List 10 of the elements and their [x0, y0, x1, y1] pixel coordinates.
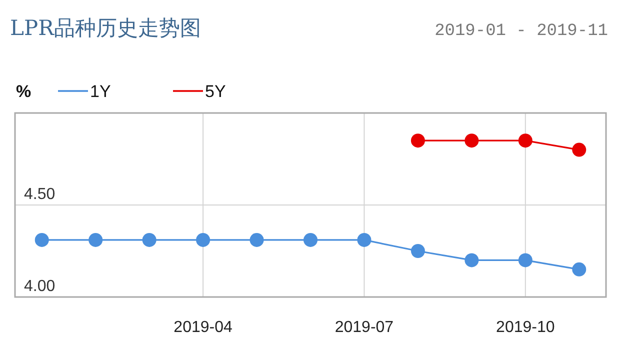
title: LPR品种历史走势图: [10, 16, 201, 40]
legend: 1Y: [90, 82, 111, 101]
legend: 5Y: [205, 82, 226, 101]
ytick: 4.00: [24, 278, 56, 295]
ytick: 4.50: [24, 186, 56, 203]
ylabel: %: [16, 82, 32, 101]
xtick: 2019-07: [334, 319, 394, 336]
xtick: 2019-04: [174, 319, 232, 336]
subtitle: 2019-01 - 2019-11: [434, 22, 608, 41]
xtick: 2019-10: [496, 319, 555, 336]
